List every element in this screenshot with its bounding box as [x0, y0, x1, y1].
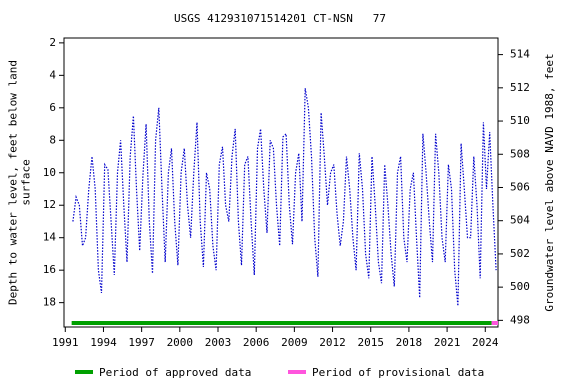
- y-tick-label: 8: [49, 133, 56, 146]
- x-tick-label: 2000: [167, 336, 194, 349]
- y2-tick-label: 514: [510, 48, 530, 61]
- y-tick-label: 18: [43, 296, 56, 309]
- y-tick-label: 4: [49, 68, 56, 81]
- x-tick-label: 2012: [319, 336, 346, 349]
- y2-tick-label: 504: [510, 214, 530, 227]
- x-tick-label: 1997: [128, 336, 155, 349]
- x-tick-label: 2024: [472, 336, 499, 349]
- y-tick-label: 16: [43, 263, 56, 276]
- y2-tick-label: 502: [510, 247, 530, 260]
- x-tick-label: 2015: [357, 336, 384, 349]
- y-axis-label-line: Depth to water level, feet below land: [7, 60, 20, 305]
- x-tick-label: 2018: [396, 336, 423, 349]
- y-tick-label: 10: [43, 166, 56, 179]
- y2-axis-label: Groundwater level above NAVD 1988, feet: [543, 53, 556, 311]
- chart-title: USGS 412931071514201 CT-NSN 77: [174, 12, 386, 25]
- x-tick-label: 2021: [434, 336, 461, 349]
- plot-frame: [63, 37, 499, 328]
- x-tick-label: 1991: [52, 336, 79, 349]
- y-axis-label: Depth to water level, feet below landsur…: [7, 60, 33, 305]
- legend-label: Period of provisional data: [312, 366, 484, 379]
- y2-tick-label: 512: [510, 81, 530, 94]
- y2-tick-label: 506: [510, 180, 530, 193]
- y2-tick-label: 510: [510, 114, 530, 127]
- y2-tick-label: 500: [510, 280, 530, 293]
- data-line: [72, 88, 497, 306]
- x-tick-label: 1994: [90, 336, 117, 349]
- x-tick-label: 2009: [281, 336, 308, 349]
- y2-tick-label: 498: [510, 313, 530, 326]
- y-axis-label-line: surface: [20, 159, 33, 205]
- y-tick-label: 2: [49, 36, 56, 49]
- x-tick-label: 2003: [205, 336, 232, 349]
- y-tick-label: 6: [49, 101, 56, 114]
- legend-label: Period of approved data: [99, 366, 251, 379]
- y-tick-label: 12: [43, 198, 56, 211]
- x-tick-label: 2006: [243, 336, 270, 349]
- y2-tick-label: 508: [510, 147, 530, 160]
- y-tick-label: 14: [43, 231, 57, 244]
